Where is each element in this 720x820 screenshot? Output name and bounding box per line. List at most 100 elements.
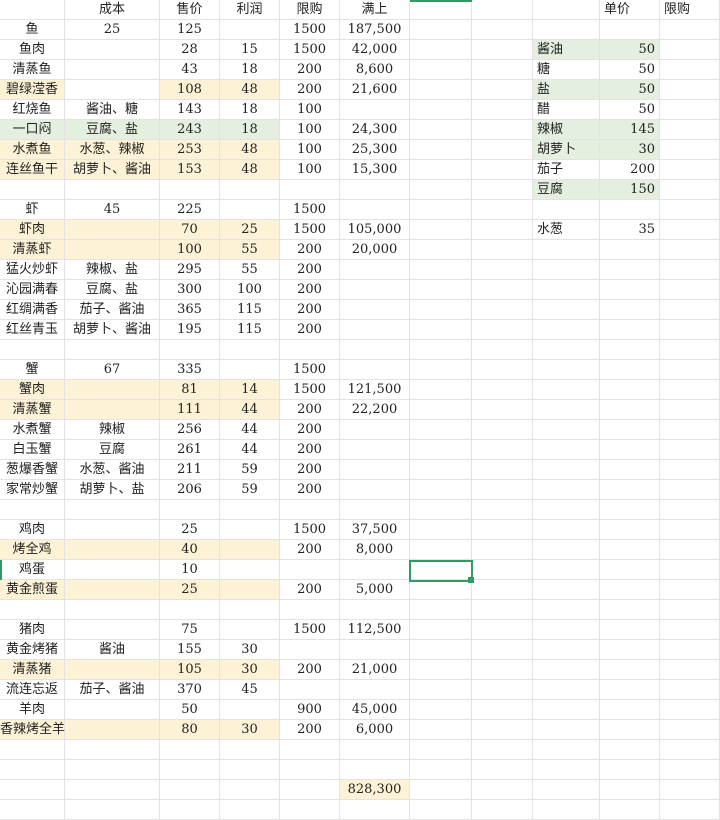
cell-name[interactable]: 烤全鸡 [0, 540, 65, 560]
cell[interactable] [220, 600, 280, 620]
cell[interactable] [660, 60, 720, 80]
cell-limit[interactable]: 1500 [280, 620, 340, 640]
cell[interactable] [600, 260, 660, 280]
cell-profit[interactable] [220, 200, 280, 220]
cell[interactable] [410, 140, 472, 160]
cell-cost[interactable]: 酱油、糖 [65, 100, 160, 120]
cell[interactable] [533, 800, 600, 820]
cell[interactable] [600, 540, 660, 560]
cell[interactable] [472, 660, 533, 680]
cell-limit[interactable]: 900 [280, 700, 340, 720]
cell-name[interactable]: 羊肉 [0, 700, 65, 720]
cell[interactable] [600, 340, 660, 360]
cell[interactable] [472, 60, 533, 80]
cell[interactable] [160, 800, 220, 820]
cell[interactable] [220, 340, 280, 360]
cell-name[interactable]: 红丝青玉 [0, 320, 65, 340]
cell-profit[interactable]: 44 [220, 400, 280, 420]
cell[interactable] [600, 560, 660, 580]
cell-cost[interactable] [65, 540, 160, 560]
cell[interactable] [410, 520, 472, 540]
cell-profit[interactable]: 48 [220, 80, 280, 100]
cell-limit[interactable]: 200 [280, 480, 340, 500]
cell[interactable] [533, 300, 600, 320]
cell-limit[interactable]: 200 [280, 580, 340, 600]
cell[interactable] [472, 380, 533, 400]
cell[interactable] [660, 160, 720, 180]
cell[interactable] [472, 0, 533, 20]
cell-price[interactable]: 10 [160, 560, 220, 580]
cell[interactable] [472, 140, 533, 160]
cell-name[interactable]: 虾 [0, 200, 65, 220]
cell[interactable] [533, 340, 600, 360]
cell-name[interactable]: 鱼 [0, 20, 65, 40]
cell[interactable] [0, 340, 65, 360]
cell[interactable] [65, 800, 160, 820]
cell-name[interactable]: 葱爆香蟹 [0, 460, 65, 480]
cell-limit[interactable]: 200 [280, 80, 340, 100]
cell-cost[interactable]: 67 [65, 360, 160, 380]
cell[interactable] [660, 620, 720, 640]
ingredient-price[interactable]: 50 [600, 100, 660, 120]
cell[interactable] [410, 180, 472, 200]
cell[interactable] [280, 740, 340, 760]
cell[interactable] [600, 740, 660, 760]
cell[interactable] [0, 760, 65, 780]
ingredient-name[interactable]: 胡萝卜 [533, 140, 600, 160]
cell-limit[interactable]: 1500 [280, 360, 340, 380]
cell[interactable] [533, 760, 600, 780]
cell[interactable] [600, 400, 660, 420]
cell-cost[interactable] [65, 400, 160, 420]
cell-price[interactable]: 195 [160, 320, 220, 340]
cell-cost[interactable] [65, 520, 160, 540]
cell[interactable] [410, 260, 472, 280]
cell[interactable] [472, 200, 533, 220]
cell[interactable] [410, 700, 472, 720]
cell[interactable] [660, 320, 720, 340]
cell[interactable] [340, 500, 410, 520]
cell[interactable]: 单价 [600, 0, 660, 20]
cell[interactable] [600, 640, 660, 660]
cell-limit[interactable]: 200 [280, 420, 340, 440]
cell-profit[interactable]: 25 [220, 220, 280, 240]
cell-limit[interactable]: 200 [280, 60, 340, 80]
cell-limit[interactable]: 1500 [280, 20, 340, 40]
cell[interactable] [340, 800, 410, 820]
cell[interactable] [410, 60, 472, 80]
cell[interactable] [280, 500, 340, 520]
cell[interactable] [410, 320, 472, 340]
cell-limit[interactable]: 200 [280, 300, 340, 320]
cell-limit[interactable]: 100 [280, 160, 340, 180]
cell[interactable] [472, 340, 533, 360]
cell-cost[interactable]: 辣椒、盐 [65, 260, 160, 280]
cell[interactable] [410, 720, 472, 740]
cell[interactable] [533, 520, 600, 540]
cell-profit[interactable] [220, 360, 280, 380]
cell-name[interactable]: 猪肉 [0, 620, 65, 640]
cell-total[interactable]: 8,600 [340, 60, 410, 80]
cell[interactable] [160, 180, 220, 200]
cell[interactable] [600, 580, 660, 600]
cell[interactable] [660, 180, 720, 200]
ingredient-name[interactable]: 辣椒 [533, 120, 600, 140]
cell[interactable] [660, 520, 720, 540]
cell-price[interactable]: 108 [160, 80, 220, 100]
cell-cost[interactable]: 胡萝卜、酱油 [65, 160, 160, 180]
cell[interactable] [660, 80, 720, 100]
cell[interactable] [410, 760, 472, 780]
cell[interactable] [472, 720, 533, 740]
cell[interactable] [472, 400, 533, 420]
cell-limit[interactable]: 100 [280, 120, 340, 140]
cell[interactable] [660, 360, 720, 380]
cell-cost[interactable]: 豆腐、盐 [65, 280, 160, 300]
cell[interactable] [533, 560, 600, 580]
cell-total[interactable] [340, 200, 410, 220]
cell[interactable] [533, 740, 600, 760]
cell[interactable] [600, 280, 660, 300]
cell[interactable] [410, 300, 472, 320]
cell[interactable] [660, 800, 720, 820]
cell-price[interactable]: 211 [160, 460, 220, 480]
cell-profit[interactable]: 59 [220, 460, 280, 480]
cell[interactable] [533, 720, 600, 740]
cell-cost[interactable]: 胡萝卜、盐 [65, 480, 160, 500]
